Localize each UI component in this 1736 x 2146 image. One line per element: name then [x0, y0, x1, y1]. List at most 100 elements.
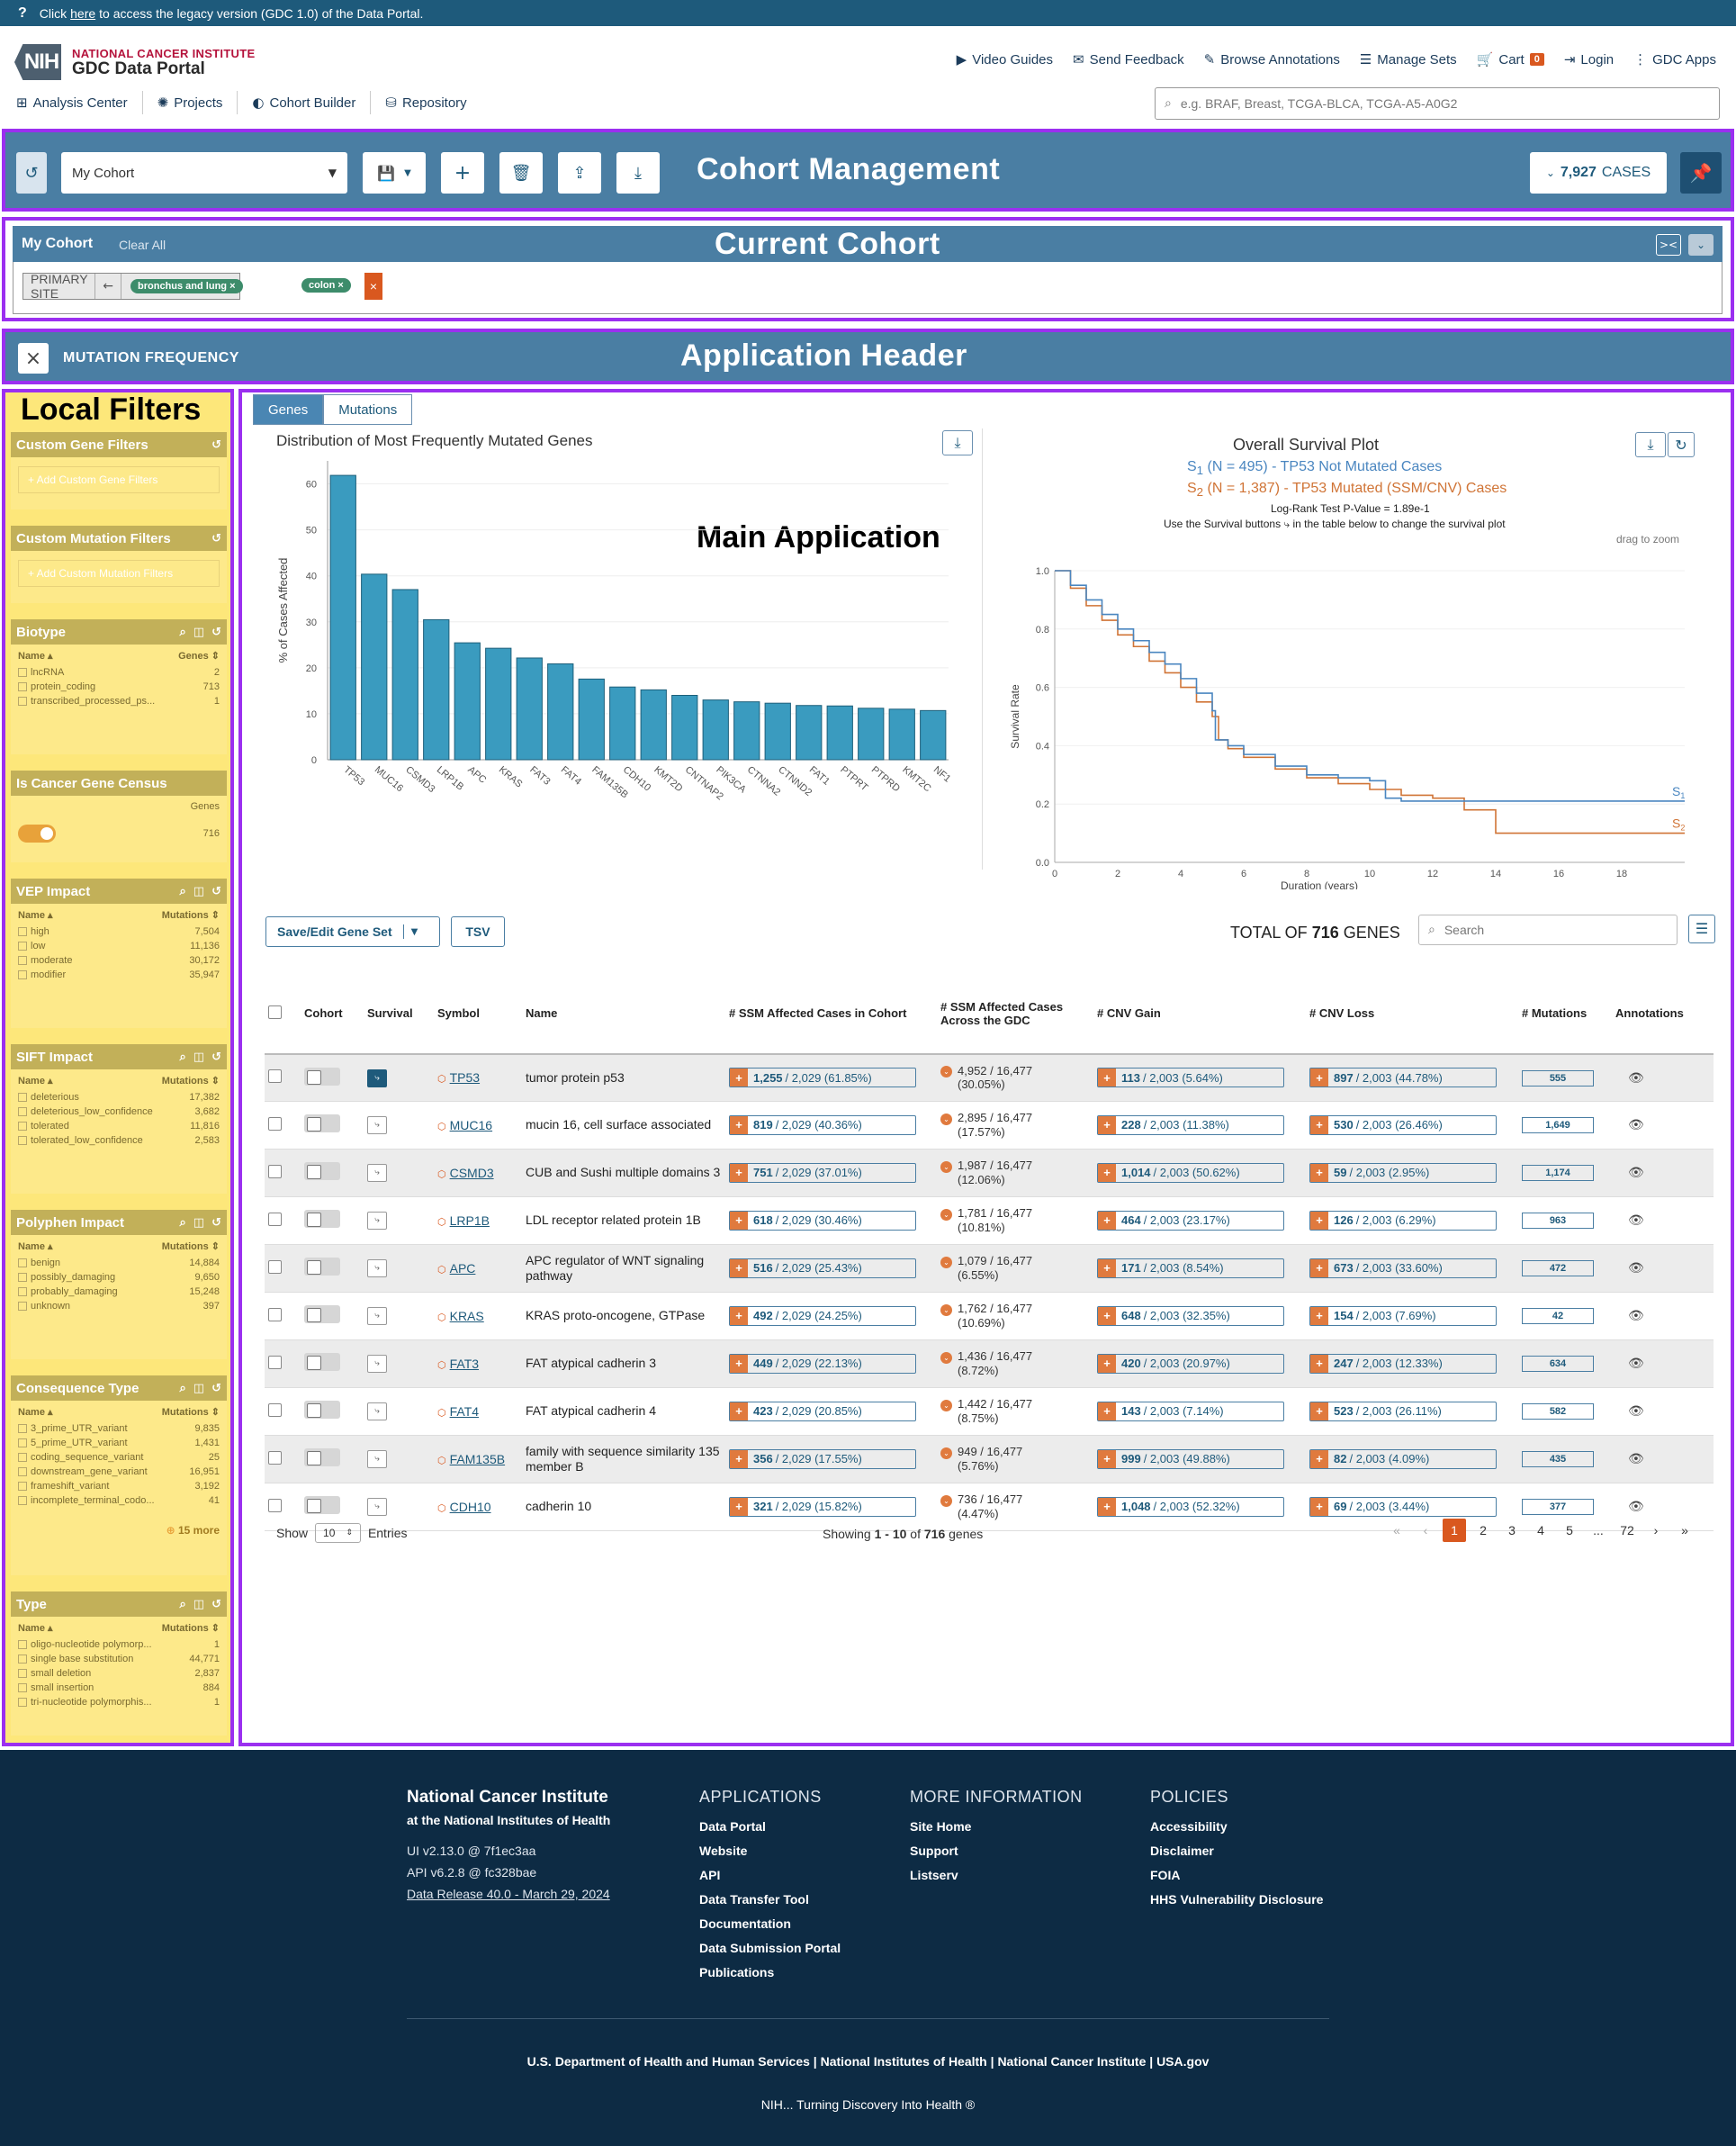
checkbox[interactable]: [18, 1640, 27, 1650]
checkbox[interactable]: [18, 1438, 27, 1448]
gov-link[interactable]: National Cancer Institute: [997, 2054, 1147, 2069]
cnv-gain-pill[interactable]: +464/ 2,003 (23.17%): [1097, 1210, 1284, 1231]
eye-icon[interactable]: 👁: [1628, 1309, 1644, 1323]
manage-sets-link[interactable]: ☰ Manage Sets: [1360, 51, 1457, 68]
cnv-gain-pill[interactable]: +648/ 2,003 (32.35%): [1097, 1305, 1284, 1326]
list-item[interactable]: probably_damaging 15,248: [11, 1285, 227, 1299]
gov-link[interactable]: National Institutes of Health: [820, 2054, 987, 2069]
cnv-loss-pill[interactable]: +523/ 2,003 (26.11%): [1309, 1401, 1497, 1421]
flip-icon[interactable]: ◫: [193, 1597, 205, 1611]
col-ssm-cohort[interactable]: # SSM Affected Cases in Cohort: [725, 973, 937, 1055]
checkbox[interactable]: [18, 1302, 27, 1312]
gov-link[interactable]: USA.gov: [1156, 2054, 1210, 2069]
show-more-button[interactable]: ⊕ 15 more: [11, 1508, 227, 1537]
cgc-toggle[interactable]: [18, 825, 56, 843]
list-item[interactable]: protein_coding 713: [11, 680, 227, 694]
bar-chart-download-button[interactable]: ⤓: [942, 430, 973, 455]
eye-icon[interactable]: 👁: [1628, 1404, 1644, 1419]
add-cohort-button[interactable]: +: [441, 152, 484, 194]
eye-icon[interactable]: 👁: [1628, 1070, 1644, 1086]
footer-link[interactable]: Disclaimer: [1150, 1844, 1214, 1858]
page-button[interactable]: 3: [1508, 1523, 1516, 1537]
bar-nf1[interactable]: [920, 709, 947, 761]
quick-search-input[interactable]: ⌕ e.g. BRAF, Breast, TCGA-BLCA, TCGA-A5-…: [1155, 87, 1720, 120]
reset-icon[interactable]: ↺: [211, 531, 221, 546]
ssm-across-value[interactable]: ⌄ 4,952 / 16,477 (30.05%): [940, 1064, 1090, 1091]
page-button[interactable]: 5: [1566, 1523, 1573, 1537]
list-item[interactable]: modifier 35,947: [11, 968, 227, 982]
arrow-left-icon[interactable]: ←: [95, 274, 122, 299]
sort-name-button[interactable]: Name ▴: [18, 1623, 53, 1634]
add-custom-gene-filters-button[interactable]: + Add Custom Gene Filters: [18, 466, 220, 493]
cnv-gain-pill[interactable]: +171/ 2,003 (8.54%): [1097, 1258, 1284, 1278]
first-page-button[interactable]: «: [1393, 1523, 1400, 1537]
ssm-across-value[interactable]: ⌄ 1,079 / 16,477 (6.55%): [940, 1254, 1090, 1282]
legacy-link[interactable]: here: [70, 5, 96, 21]
list-item[interactable]: deleterious 17,382: [11, 1090, 227, 1105]
flip-icon[interactable]: ◫: [193, 1381, 205, 1395]
list-item[interactable]: downstream_gene_variant 16,951: [11, 1465, 227, 1479]
cnv-gain-pill[interactable]: +143/ 2,003 (7.14%): [1097, 1401, 1284, 1421]
reset-icon[interactable]: ↺: [211, 1215, 221, 1230]
survival-icon[interactable]: ⤷: [367, 1450, 387, 1468]
data-release-link[interactable]: Data Release 40.0 - March 29, 2024: [407, 1887, 610, 1901]
bar-ptprd[interactable]: [858, 708, 885, 761]
page-button[interactable]: 72: [1620, 1523, 1634, 1537]
cnv-loss-pill[interactable]: +673/ 2,003 (33.60%): [1309, 1258, 1497, 1278]
logo-portal-name[interactable]: GDC Data Portal: [72, 59, 205, 78]
sort-count-button[interactable]: Mutations ⇕: [161, 1076, 220, 1087]
column-menu-button[interactable]: ☰: [1688, 915, 1715, 943]
cnv-gain-pill[interactable]: +1,014/ 2,003 (50.62%): [1097, 1162, 1284, 1183]
sort-name-button[interactable]: Name ▴: [18, 1241, 53, 1252]
row-checkbox[interactable]: [268, 1450, 282, 1465]
pin-cohort-button[interactable]: 📌: [1680, 152, 1722, 194]
row-checkbox[interactable]: [268, 1498, 282, 1512]
checkbox[interactable]: [18, 970, 27, 980]
ssm-cohort-pill[interactable]: +751/ 2,029 (37.01%): [729, 1162, 916, 1183]
footer-link[interactable]: Data Transfer Tool: [699, 1892, 809, 1907]
login-link[interactable]: ⇥ Login: [1564, 51, 1614, 68]
footer-link[interactable]: Accessibility: [1150, 1819, 1228, 1834]
survival-download-button[interactable]: ⤓: [1635, 432, 1666, 457]
flip-icon[interactable]: ◫: [193, 1215, 205, 1230]
mutations-count-button[interactable]: 555: [1522, 1069, 1594, 1087]
checkbox[interactable]: [18, 1482, 27, 1492]
checkbox[interactable]: [18, 942, 27, 951]
search-icon[interactable]: ⌕: [179, 1050, 186, 1064]
sort-name-button[interactable]: Name ▴: [18, 651, 53, 662]
list-item[interactable]: lncRNA 2: [11, 665, 227, 680]
checkbox[interactable]: [18, 682, 27, 692]
footer-link[interactable]: FOIA: [1150, 1868, 1181, 1882]
mutations-count-button[interactable]: 42: [1522, 1308, 1594, 1324]
cnv-gain-pill[interactable]: +420/ 2,003 (20.97%): [1097, 1353, 1284, 1374]
list-item[interactable]: tolerated_low_confidence 2,583: [11, 1133, 227, 1148]
eye-icon[interactable]: 👁: [1628, 1357, 1644, 1371]
footer-link[interactable]: Website: [699, 1844, 748, 1858]
ssm-cohort-pill[interactable]: +492/ 2,029 (24.25%): [729, 1305, 916, 1326]
mutations-count-button[interactable]: 963: [1522, 1213, 1594, 1229]
survival-icon[interactable]: ⤷: [367, 1498, 387, 1516]
clear-all-button[interactable]: Clear All: [119, 238, 166, 252]
nih-logo[interactable]: NIH: [14, 44, 61, 80]
add-to-cohort-toggle[interactable]: [304, 1496, 340, 1514]
row-checkbox[interactable]: [268, 1164, 282, 1178]
cohort-builder-link[interactable]: ◐ Cohort Builder: [238, 91, 372, 114]
mutations-count-button[interactable]: 1,174: [1522, 1165, 1594, 1181]
save-cohort-button[interactable]: 💾 ▼: [363, 152, 426, 194]
export-cohort-button[interactable]: ⤓: [616, 152, 660, 194]
cnv-loss-pill[interactable]: +247/ 2,003 (12.33%): [1309, 1353, 1497, 1374]
gene-symbol-link[interactable]: CDH10: [437, 1500, 491, 1514]
bar-fat4[interactable]: [547, 663, 574, 761]
repository-link[interactable]: ⛁ Repository: [371, 91, 481, 114]
add-to-cohort-toggle[interactable]: [304, 1448, 340, 1466]
flip-icon[interactable]: ◫: [193, 1050, 205, 1064]
sort-count-button[interactable]: Genes ⇕: [178, 651, 220, 662]
row-checkbox[interactable]: [268, 1307, 282, 1321]
checkbox[interactable]: [18, 1683, 27, 1693]
ssm-across-value[interactable]: ⌄ 2,895 / 16,477 (17.57%): [940, 1111, 1090, 1139]
ssm-across-value[interactable]: ⌄ 736 / 16,477 (4.47%): [940, 1492, 1090, 1520]
list-item[interactable]: benign 14,884: [11, 1256, 227, 1270]
row-checkbox[interactable]: [268, 1212, 282, 1226]
list-item[interactable]: incomplete_terminal_codo... 41: [11, 1493, 227, 1508]
bar-fat1[interactable]: [796, 705, 823, 761]
